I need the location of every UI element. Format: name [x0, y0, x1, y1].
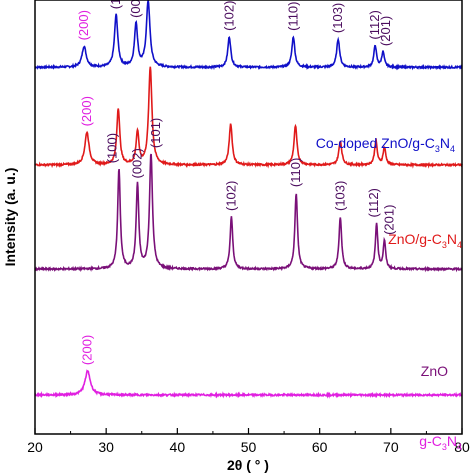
series-line: [34, 66, 463, 169]
series-line: [34, 369, 463, 399]
peak-label: (110): [285, 2, 300, 31]
series-line: [34, 0, 463, 71]
peak-label: (102): [223, 181, 238, 211]
peak-label: (103): [330, 3, 345, 33]
peak-label: (200): [80, 335, 95, 365]
peak-label: (100): [105, 133, 120, 163]
peak-label: (200): [79, 96, 94, 126]
x-tick-label: 20: [27, 439, 43, 455]
x-tick-label: 30: [98, 439, 114, 455]
x-axis-title: 2θ ( ° ): [227, 457, 269, 473]
series-name-label: Co-doped ZnO/g-C3N4: [316, 135, 455, 154]
peak-label: (110): [288, 158, 303, 187]
x-tick-label: 70: [383, 439, 399, 455]
x-tick-label: 60: [312, 439, 328, 455]
peak-labels-layer: (200)(100)(002)(101)(102)(110)(103)(112)…: [76, 0, 396, 365]
x-ticks-layer: 20 30 40 50 60 70 80: [27, 428, 470, 455]
x-tick-label: 80: [454, 439, 470, 455]
x-tick-label: 50: [241, 439, 257, 455]
series-name-label: ZnO: [421, 363, 448, 379]
peak-label: (201): [381, 205, 396, 235]
series-name-label: g-C3N4: [419, 433, 462, 452]
y-axis-title: Intensity (a. u.): [2, 168, 18, 267]
peak-label: (002): [130, 148, 145, 178]
peak-label: (112): [366, 188, 381, 217]
series-name-label: ZnO/g-C3N4: [388, 231, 462, 250]
peak-label: (102): [221, 1, 236, 31]
series-layer: [34, 0, 463, 399]
peak-label: (100): [108, 0, 123, 9]
peak-label: (002): [128, 0, 143, 18]
series-line: [34, 153, 463, 273]
x-tick-label: 40: [170, 439, 186, 455]
peak-label: (101): [148, 118, 163, 148]
peak-label: (200): [76, 10, 91, 40]
peak-label: (103): [332, 181, 347, 211]
peak-label: (112): [367, 10, 382, 39]
series-names-layer: Co-doped ZnO/g-C3N4 ZnO/g-C3N4 ZnO g-C3N4: [316, 135, 462, 452]
peak-label: (201): [378, 16, 393, 46]
